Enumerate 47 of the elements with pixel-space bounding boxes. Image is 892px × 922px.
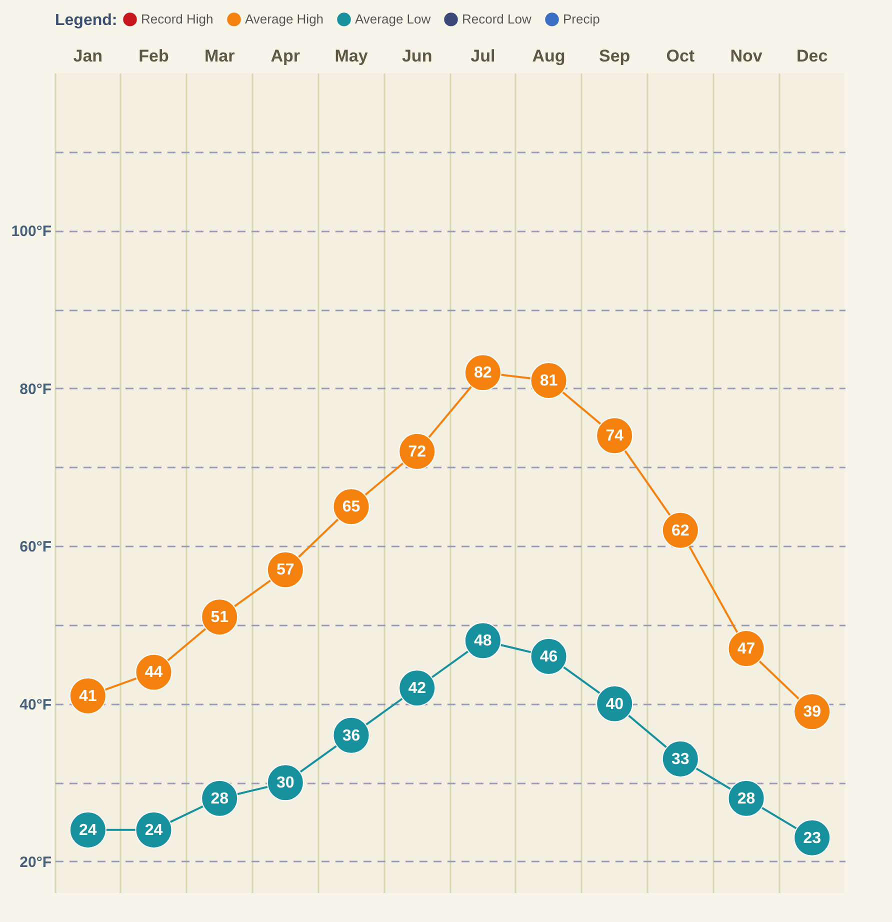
data-label: 62 (672, 522, 690, 540)
y-tick-label: 100°F (11, 223, 52, 240)
x-tick-label: Jun (402, 46, 432, 66)
data-label: 65 (342, 498, 360, 516)
x-tick-label: Feb (138, 46, 169, 66)
data-label: 28 (210, 790, 229, 808)
data-label: 47 (737, 640, 756, 658)
data-label: 33 (672, 750, 690, 768)
data-label: 81 (540, 372, 558, 390)
data-label: 57 (276, 562, 294, 579)
legend-label: Precip (563, 11, 600, 26)
x-tick-label: Dec (796, 46, 828, 66)
legend-label: Record High (141, 11, 214, 26)
x-tick-label: Mar (204, 46, 236, 66)
legend-label: Record Low (462, 11, 532, 26)
data-label: 36 (342, 727, 360, 744)
data-label: 51 (210, 609, 229, 626)
y-tick-label: 40°F (20, 696, 52, 714)
data-label: 24 (79, 822, 97, 839)
data-label: 74 (606, 428, 624, 445)
data-label: 40 (606, 696, 624, 713)
data-label: 30 (276, 774, 294, 792)
data-label: 39 (803, 704, 822, 721)
data-label: 28 (737, 790, 756, 808)
legend-label: Average High (245, 11, 324, 26)
y-tick-label: 80°F (20, 380, 52, 398)
x-tick-label: Jan (73, 46, 103, 66)
data-label: 23 (803, 830, 822, 847)
data-label: 24 (144, 822, 163, 839)
data-label: 72 (408, 443, 426, 460)
x-tick-label: Oct (666, 46, 695, 66)
y-tick-label: 60°F (20, 538, 52, 556)
x-tick-label: Nov (730, 46, 763, 66)
x-tick-label: May (334, 46, 368, 66)
x-tick-label: Sep (598, 46, 630, 66)
y-tick-label: 20°F (20, 854, 52, 871)
legend-label: Average Low (355, 11, 432, 26)
x-tick-label: Aug (532, 46, 566, 66)
x-tick-label: Jul (470, 46, 496, 66)
data-label: 48 (474, 632, 492, 650)
x-tick-label: Apr (270, 46, 300, 66)
data-label: 42 (408, 680, 426, 697)
data-label: 44 (144, 664, 163, 682)
legend-title: Legend: (55, 12, 118, 29)
data-label: 82 (474, 364, 492, 382)
data-label: 41 (79, 688, 97, 705)
data-label: 46 (540, 648, 558, 666)
